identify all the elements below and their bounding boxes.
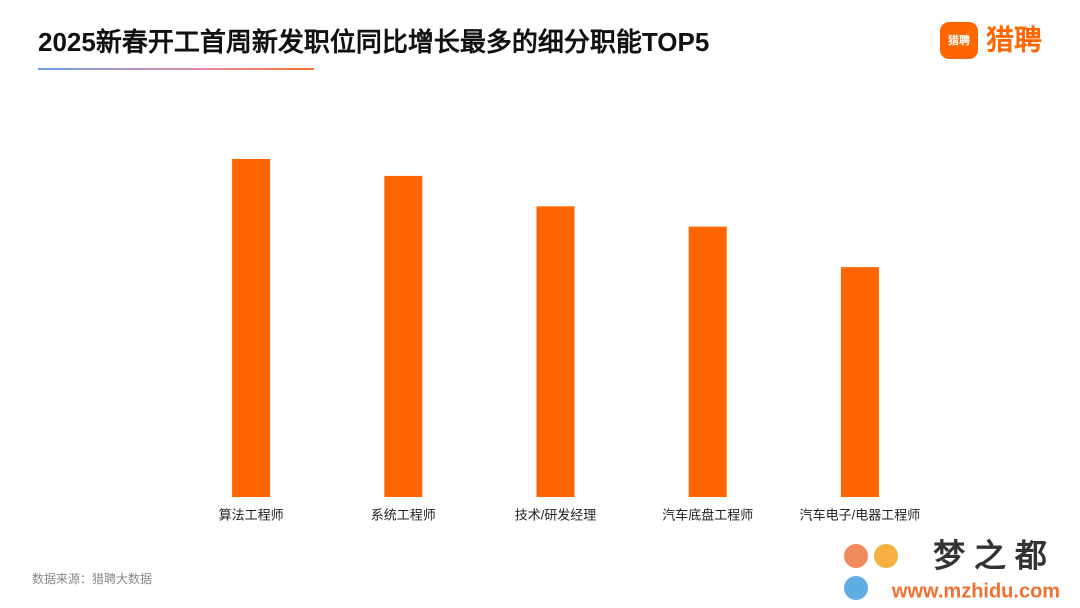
- logo-text: 猎聘: [986, 24, 1042, 55]
- source: 数据来源：猎聘大数据: [32, 571, 152, 586]
- x-tick-label: 算法工程师: [219, 507, 284, 522]
- watermark-icon: [874, 544, 898, 568]
- watermark-icon: [844, 544, 868, 568]
- title-underline: [38, 68, 314, 70]
- bar: [688, 226, 727, 497]
- x-tick-label: 汽车电子/电器工程师: [800, 507, 921, 522]
- chart-title: 2025新春开工首周新发职位同比增长最多的细分职能TOP5: [38, 27, 709, 57]
- x-tick-label: 系统工程师: [371, 507, 436, 522]
- watermark-name: 梦 之 都: [933, 537, 1047, 573]
- watermark-icon: [844, 576, 868, 600]
- x-tick-label: 汽车底盘工程师: [662, 507, 753, 522]
- bar: [232, 159, 271, 497]
- watermark-url: www.mzhidu.com: [891, 580, 1060, 602]
- logo-icon-text: 猎聘: [948, 33, 970, 47]
- bar: [840, 267, 879, 497]
- x-tick-label: 技术/研发经理: [515, 507, 597, 522]
- logo-icon: [940, 22, 978, 59]
- bar: [536, 206, 575, 497]
- bar: [384, 175, 423, 497]
